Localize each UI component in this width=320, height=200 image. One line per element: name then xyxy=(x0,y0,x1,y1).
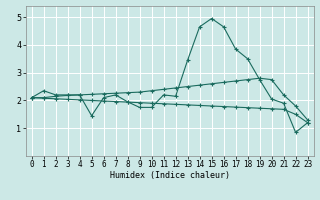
X-axis label: Humidex (Indice chaleur): Humidex (Indice chaleur) xyxy=(109,171,230,180)
